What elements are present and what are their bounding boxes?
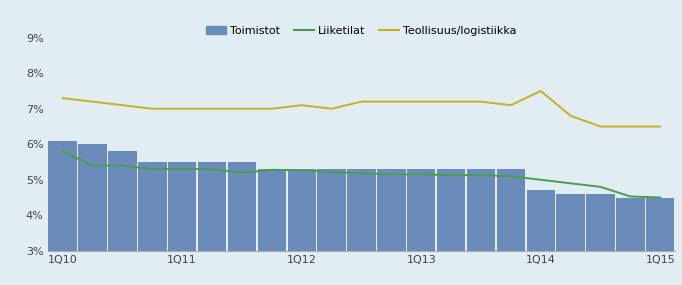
Bar xyxy=(48,141,77,285)
Bar xyxy=(377,169,406,285)
Bar xyxy=(138,162,166,285)
Bar xyxy=(527,190,555,285)
Bar xyxy=(496,169,525,285)
Bar xyxy=(108,151,136,285)
Bar xyxy=(437,169,465,285)
Bar xyxy=(646,198,674,285)
Legend: Toimistot, Liiketilat, Teollisuus/logistiikka: Toimistot, Liiketilat, Teollisuus/logist… xyxy=(202,21,521,40)
Bar xyxy=(616,198,644,285)
Bar xyxy=(258,169,286,285)
Bar xyxy=(198,162,226,285)
Bar xyxy=(557,194,584,285)
Bar xyxy=(78,144,107,285)
Bar xyxy=(228,162,256,285)
Bar xyxy=(407,169,435,285)
Bar xyxy=(168,162,196,285)
Bar xyxy=(466,169,495,285)
Bar xyxy=(347,169,376,285)
Bar xyxy=(288,169,316,285)
Bar xyxy=(317,169,346,285)
Bar xyxy=(587,194,614,285)
